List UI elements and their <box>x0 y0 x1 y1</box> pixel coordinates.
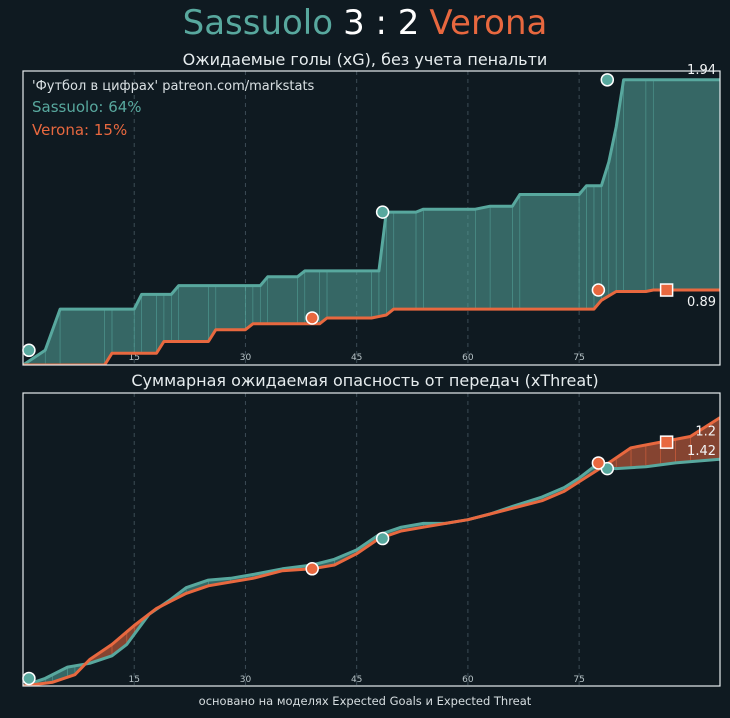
xg-difference-band <box>415 208 424 310</box>
xthreat-x-tick-label: 60 <box>462 675 474 685</box>
xg-verona-end-value: 0.89 <box>687 295 716 310</box>
xg-difference-band <box>475 205 491 310</box>
xthreat-sassuolo-end-value: 1.42 <box>687 444 716 459</box>
xg-x-tick-label: 15 <box>128 353 139 363</box>
xthreat-verona-line <box>23 416 720 686</box>
xg-difference-band <box>141 294 157 354</box>
xthreat-x-tick-label: 75 <box>573 675 584 685</box>
xg-difference-band <box>59 308 105 365</box>
xthreat-sassuolo-line <box>23 457 720 686</box>
xg-difference-band <box>267 276 298 325</box>
home-team-name: Sassuolo <box>182 3 334 43</box>
xg-difference-band <box>578 184 587 310</box>
xg-difference-band <box>319 270 328 325</box>
xthreat-verona-end-value: 1.2 <box>695 425 716 440</box>
match-header: Sassuolo 3 : 2 Verona <box>0 0 730 46</box>
xthreat-x-tick-label: 30 <box>240 675 252 685</box>
xthreat-sassuolo-goal-marker <box>22 671 36 686</box>
xg-x-tick-label: 45 <box>351 353 362 363</box>
xg-difference-band <box>645 79 654 292</box>
xthreat-verona-goal-marker <box>591 456 606 470</box>
xg-sassuolo-line <box>23 78 720 365</box>
xthreat-verona-end-marker <box>659 435 674 449</box>
match-score: 3 : 2 <box>343 3 420 43</box>
xthreat-x-tick-label: 15 <box>128 675 139 685</box>
xg-difference-band <box>386 211 395 316</box>
xg-difference-band <box>489 205 513 310</box>
xg-sassuolo-goal-marker <box>375 205 390 219</box>
xg-difference-band <box>393 211 417 310</box>
xthreat-chart-title: Суммарная ожидаемая опасность от передач… <box>131 371 599 390</box>
legend-sassuolo: Sassuolo: 64% <box>32 98 142 116</box>
xg-plot-frame <box>22 70 721 366</box>
footer-note: основано на моделях Expected Goals и Exp… <box>198 694 532 708</box>
xg-difference-band <box>252 285 261 325</box>
xthreat-x-tick-label: 45 <box>351 675 362 685</box>
xg-chart: 15 30 45 60 75 1.94 0.89 'Футбол в цифрах' patr… <box>22 63 721 366</box>
xthreat-chart: 15 30 45 60 75 1.42 1.2 <box>22 392 721 687</box>
xg-x-tick-label: 60 <box>462 353 474 363</box>
source-credit: 'Футбол в цифрах' patreon.com/markstats <box>32 79 315 94</box>
xg-sassuolo-end-value: 1.94 <box>687 63 716 78</box>
xg-difference-band <box>423 208 476 310</box>
xg-difference-band <box>297 270 306 325</box>
xg-verona-line <box>23 288 720 365</box>
xg-difference-band <box>163 294 172 342</box>
xg-difference-band <box>111 308 135 354</box>
xthreat-plot-frame <box>22 392 721 687</box>
legend-verona: Verona: 15% <box>32 121 127 139</box>
xg-difference-band <box>652 79 720 291</box>
xg-x-tick-label: 75 <box>573 353 584 363</box>
xg-difference-band <box>519 194 580 310</box>
xg-verona-goal-marker <box>305 311 319 325</box>
xthreat-verona-goal-marker <box>305 562 319 576</box>
away-team-name: Verona <box>429 3 548 43</box>
xg-chart-title: Ожидаемые голы (xG), без учета пенальти <box>182 50 548 69</box>
xg-difference-band <box>326 270 372 319</box>
xg-sassuolo-goal-marker <box>22 343 36 358</box>
xthreat-sassuolo-goal-marker <box>375 531 390 546</box>
xg-difference-band <box>178 285 209 342</box>
xg-difference-band <box>512 193 521 310</box>
xg-difference-band <box>215 285 246 331</box>
xg-verona-end-marker <box>659 283 674 297</box>
xg-sassuolo-goal-marker <box>600 73 615 87</box>
xg-difference-band <box>371 270 380 319</box>
xg-verona-goal-marker <box>591 283 606 297</box>
xg-difference-band <box>623 79 647 292</box>
xg-x-tick-label: 30 <box>240 353 252 363</box>
